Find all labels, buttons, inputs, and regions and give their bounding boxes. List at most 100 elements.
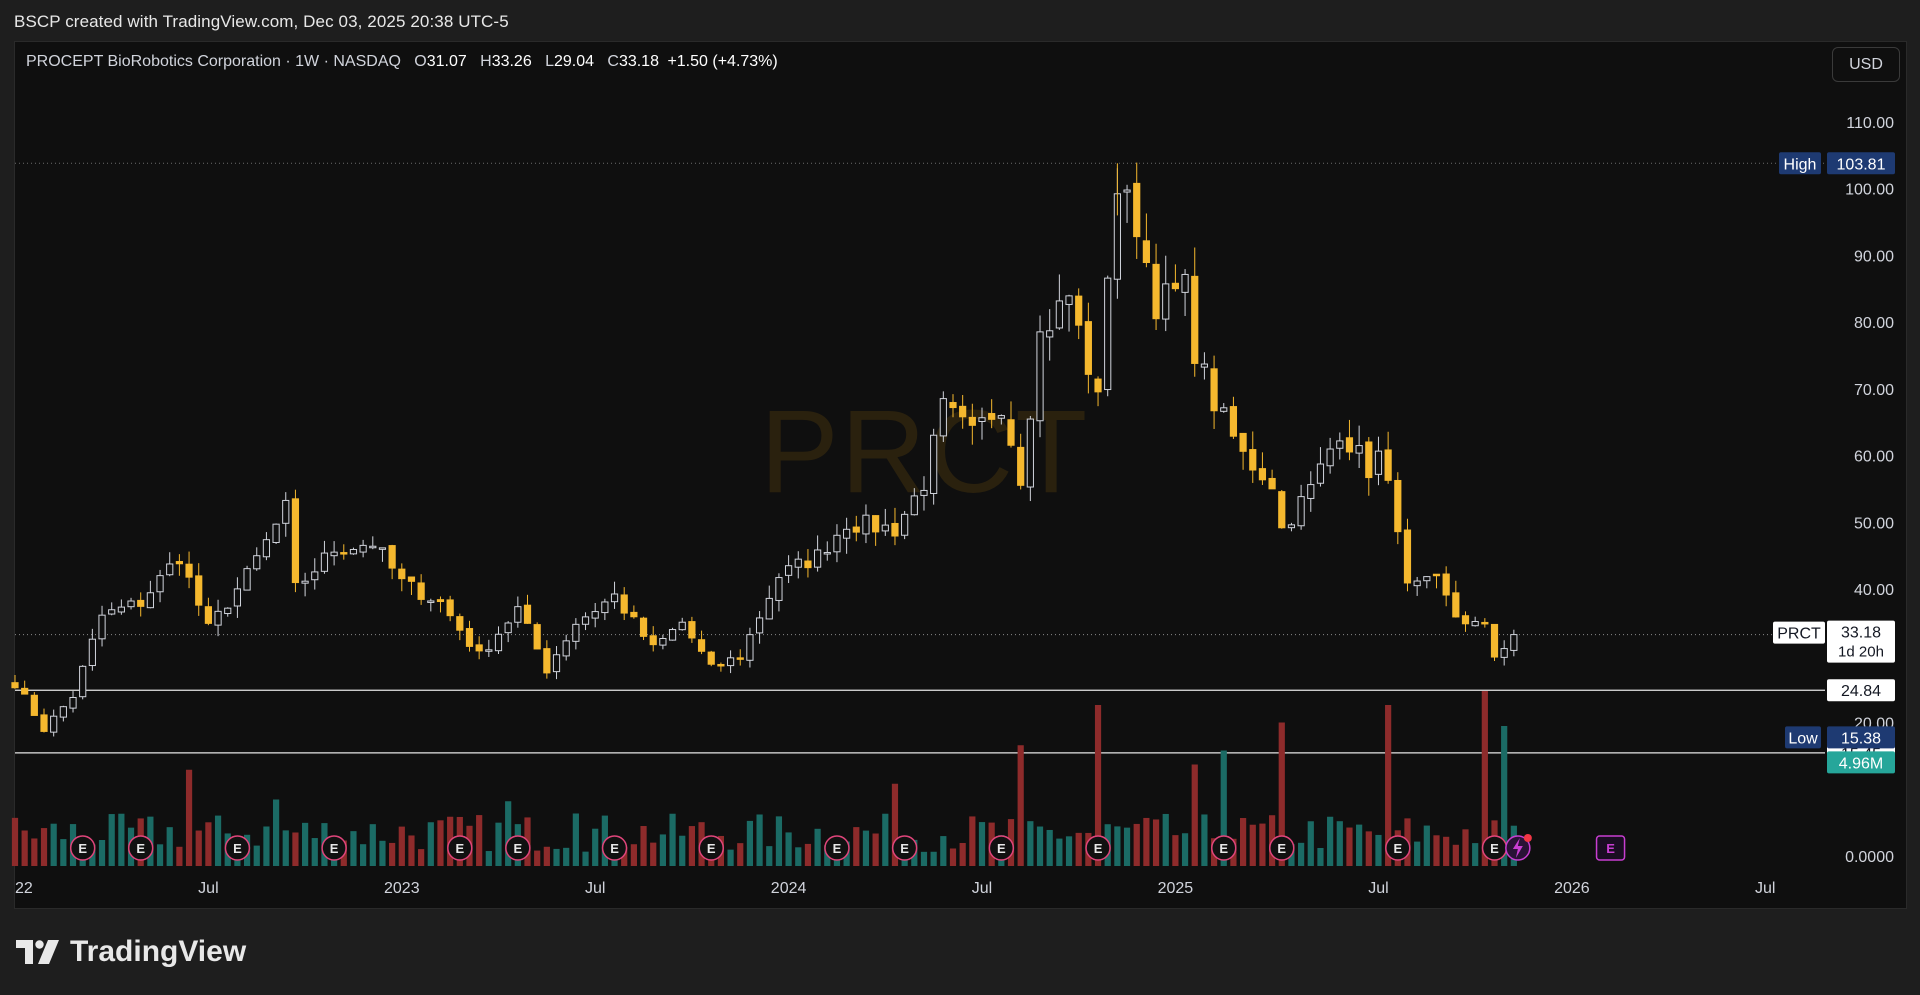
volume-bar: [1472, 843, 1479, 866]
candle-body: [1365, 441, 1373, 479]
earnings-marker-label: E: [1094, 841, 1103, 856]
candle-body: [243, 568, 251, 591]
candle-body: [852, 526, 860, 533]
y-axis-tick-label: 100.00: [1845, 182, 1894, 199]
volume-bar: [1356, 824, 1363, 866]
volume-bar: [814, 828, 821, 866]
candle-body: [456, 616, 464, 631]
volume-bar: [408, 835, 415, 866]
volume-bar: [1114, 826, 1121, 866]
earnings-marker-label: E: [997, 841, 1006, 856]
earnings-marker: [1269, 835, 1295, 861]
brand-name: TradingView: [70, 935, 247, 968]
candle-body: [494, 633, 503, 652]
volume-bar: [350, 831, 357, 866]
candle-body: [504, 622, 512, 634]
volume-bar: [1036, 826, 1044, 866]
earnings-marker-label: E: [1490, 841, 1499, 856]
tradingview-logo[interactable]: TradingView: [16, 935, 246, 969]
volume-bar: [1191, 764, 1198, 866]
candle-body: [21, 687, 29, 695]
candle-body: [233, 588, 242, 607]
candle-body: [959, 405, 967, 418]
candle-body: [843, 528, 851, 539]
volume-bar: [292, 832, 299, 866]
volume-bar: [1027, 821, 1034, 866]
volume-bar: [1375, 834, 1382, 866]
volume-bar: [398, 826, 405, 866]
candle-body: [736, 657, 744, 660]
volume-bar: [1481, 691, 1488, 866]
candle-body: [1336, 440, 1344, 449]
candle-body: [1084, 321, 1092, 375]
volume-bar: [775, 816, 783, 866]
candle-body: [581, 616, 590, 625]
volume-bar: [282, 830, 289, 866]
y-axis-tick-label: 70.00: [1854, 382, 1894, 399]
volume-bar: [659, 834, 666, 866]
volume-bar: [1327, 816, 1334, 866]
close-value: 33.18: [618, 53, 659, 70]
currency-button[interactable]: USD: [1832, 47, 1900, 82]
candle-body: [717, 663, 725, 667]
candle-body: [388, 545, 396, 569]
low-label-badge: Low: [1788, 730, 1818, 747]
candle-body: [1442, 573, 1450, 596]
candle-body: [1471, 621, 1479, 627]
last-price-value: 33.18: [1841, 625, 1881, 642]
candle-body: [166, 563, 174, 576]
volume-bar: [1298, 842, 1305, 866]
volume-bar: [11, 817, 19, 866]
earnings-marker: [824, 835, 850, 861]
candle-body: [930, 434, 938, 494]
low-label-badge-bg: [1785, 726, 1821, 749]
volume-bar: [746, 820, 754, 866]
x-axis-tick-label: Jul: [198, 880, 218, 897]
candle-body: [659, 637, 667, 646]
x-axis-tick-label: 2023: [384, 880, 420, 897]
volume-bar: [1075, 832, 1082, 866]
chart-pane[interactable]: [14, 41, 1907, 909]
candle-body: [668, 629, 677, 641]
volume-bar: [891, 783, 899, 866]
volume-bar: [1259, 823, 1266, 866]
candle-body: [1152, 263, 1160, 320]
volume-bar: [1220, 750, 1227, 866]
candle-body: [485, 649, 493, 652]
candle-body: [108, 609, 116, 615]
candle-body: [775, 577, 783, 601]
candle-body: [591, 611, 599, 619]
candle-body: [833, 534, 841, 553]
candle-body: [465, 628, 474, 647]
y-axis-tick-label: 50.00: [1854, 515, 1894, 532]
candle-body: [1278, 491, 1286, 529]
candle-body: [794, 558, 802, 568]
volume-bar: [785, 832, 792, 866]
earnings-marker: [891, 835, 918, 861]
candle-body: [707, 651, 715, 665]
volume-bar: [756, 814, 763, 866]
candle-body: [688, 621, 696, 639]
open-label: O: [414, 53, 427, 70]
high-label-badge: High: [1784, 156, 1817, 173]
candle-body: [1432, 573, 1441, 577]
volume-bar: [40, 828, 48, 866]
volume-bar: [1046, 829, 1053, 866]
volume-bar: [582, 851, 589, 866]
volume-bar: [31, 838, 38, 866]
candle-body: [678, 621, 686, 631]
candle-body: [195, 575, 203, 606]
candle-body: [862, 514, 870, 535]
y-axis-tick-label: 90.00: [1854, 248, 1894, 265]
candle-body: [620, 594, 628, 614]
volume-bar: [253, 845, 260, 866]
volume-bar: [185, 769, 193, 866]
level-price-badge: 24.84: [1841, 683, 1881, 700]
candle-body: [175, 561, 183, 565]
earnings-marker-label: E: [514, 841, 523, 856]
candle-body: [1075, 295, 1083, 326]
candle-body: [50, 715, 58, 733]
candle-body: [765, 597, 773, 620]
volume-bar: [563, 847, 570, 866]
